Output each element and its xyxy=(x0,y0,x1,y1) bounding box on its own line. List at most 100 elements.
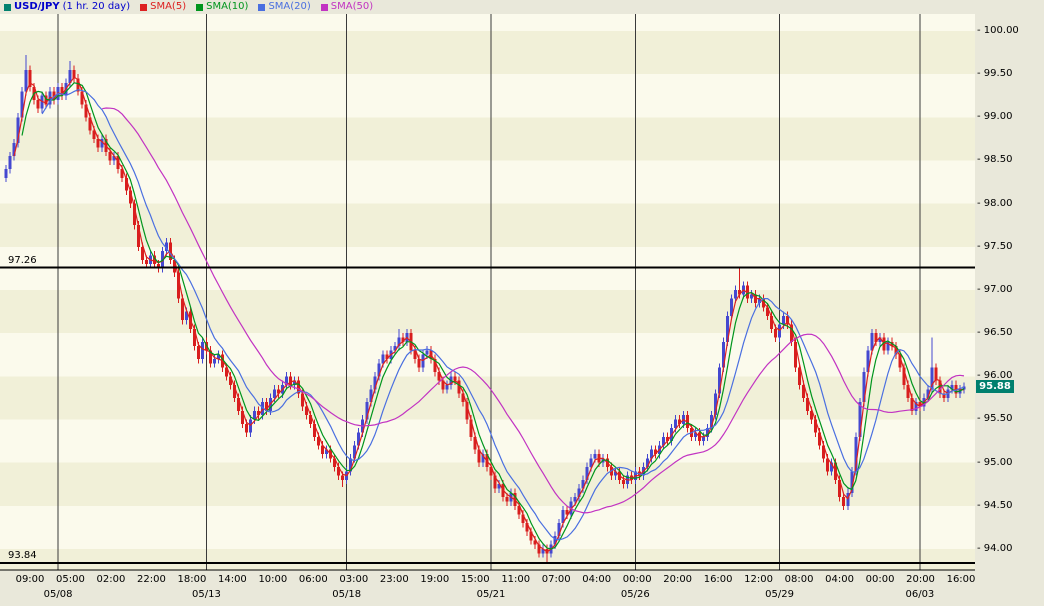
candle-body xyxy=(465,402,469,420)
candle-body xyxy=(192,328,196,347)
candle-body xyxy=(794,341,798,368)
candle-body xyxy=(228,376,232,385)
x-axis-time-label: 03:00 xyxy=(339,574,369,585)
x-axis-time-label: 16:00 xyxy=(946,574,976,585)
legend-item-sma50: SMA(50) xyxy=(320,0,373,14)
candle-body xyxy=(866,350,870,373)
candle-body xyxy=(349,458,353,472)
y-axis-label: 100.00 xyxy=(977,25,1019,36)
y-axis-label: 97.50 xyxy=(977,241,1013,252)
candle-body xyxy=(677,419,681,424)
candle-body xyxy=(417,359,421,368)
x-axis-time-label: 15:00 xyxy=(460,574,490,585)
candle-body xyxy=(80,91,84,105)
candle-body xyxy=(325,449,329,455)
candle-body xyxy=(245,423,248,433)
candle-body xyxy=(425,350,429,355)
candle-body xyxy=(257,410,261,416)
candle-body xyxy=(738,289,742,295)
candle-body xyxy=(878,337,882,342)
x-axis-time-label: 11:00 xyxy=(501,574,531,585)
candle-body xyxy=(60,87,64,96)
candle-body xyxy=(541,548,545,554)
candle-body xyxy=(333,458,337,467)
x-axis-time-label: 18:00 xyxy=(177,574,207,585)
candle-body xyxy=(665,436,669,442)
candle-body xyxy=(40,95,44,109)
candle-body xyxy=(357,432,361,446)
candle-body xyxy=(910,397,914,411)
y-axis-label: 95.50 xyxy=(977,413,1013,424)
candle-body xyxy=(517,505,521,515)
candle-body xyxy=(132,203,136,226)
x-axis-time-label: 05:00 xyxy=(56,574,85,585)
candle-body xyxy=(701,436,705,442)
candle-body xyxy=(28,69,32,88)
candle-body xyxy=(906,384,910,398)
sma-line xyxy=(13,76,965,553)
candle-body xyxy=(72,69,76,79)
candle-body xyxy=(842,497,846,506)
candle-body xyxy=(870,333,874,351)
legend-item-symbol: USD/JPY (1 hr. 20 day) xyxy=(4,0,130,14)
candle-body xyxy=(212,359,216,364)
x-axis-time-label: 02:00 xyxy=(96,574,126,585)
y-axis-label: 99.00 xyxy=(977,111,1013,122)
candle-body xyxy=(505,497,509,502)
x-axis-time-label: 04:00 xyxy=(825,574,854,585)
candle-body xyxy=(381,354,385,364)
candle-body xyxy=(277,389,281,394)
stripe xyxy=(0,160,975,204)
x-axis-date-label: 05/08 xyxy=(43,589,73,600)
legend-item-sma20: SMA(20) xyxy=(258,0,311,14)
candle-body xyxy=(894,346,898,355)
candle-body xyxy=(437,372,441,381)
candle-body xyxy=(373,376,377,390)
stripe xyxy=(0,74,975,118)
candle-body xyxy=(938,380,942,394)
candle-body xyxy=(649,449,653,459)
candle-body xyxy=(305,406,309,416)
candle-body xyxy=(236,397,240,411)
candle-body xyxy=(445,384,449,390)
candle-body xyxy=(926,389,930,398)
interval-label: (1 hr. 20 day) xyxy=(62,1,131,12)
candle-body xyxy=(874,333,878,342)
candle-body xyxy=(377,363,381,377)
candle-body xyxy=(481,454,485,463)
candle-body xyxy=(240,410,244,424)
candle-body xyxy=(621,479,625,485)
candle-body xyxy=(285,376,289,385)
legend-item-sma5: SMA(5) xyxy=(140,0,186,14)
candle-body xyxy=(818,432,822,446)
candle-body xyxy=(112,156,116,161)
candle-body xyxy=(802,384,806,398)
candle-body xyxy=(826,458,830,472)
x-axis: 09:00 05:00 02:00 22:00 18:00 14:00 10:00 06:00… xyxy=(0,570,1044,606)
x-axis-time-label: 08:00 xyxy=(784,574,814,585)
candle-body xyxy=(882,337,886,351)
candle-body xyxy=(289,376,293,385)
candle-body xyxy=(232,384,236,398)
chart-legend: USD/JPY (1 hr. 20 day) SMA(5) SMA(10) SM… xyxy=(0,0,979,14)
x-axis-date-label: 05/29 xyxy=(765,589,795,600)
candle-body xyxy=(553,536,557,545)
candle-body xyxy=(469,419,473,437)
candle-body xyxy=(321,445,325,455)
x-axis-date-label: 05/21 xyxy=(476,589,506,600)
level-label: 97.26 xyxy=(8,254,37,266)
y-axis-label: 94.50 xyxy=(977,500,1013,511)
candle-body xyxy=(12,143,16,157)
candle-body xyxy=(810,410,814,420)
candle-body xyxy=(782,315,786,325)
candle-body xyxy=(164,242,168,252)
level-lines xyxy=(0,266,975,564)
candle-body xyxy=(8,156,12,170)
stripe xyxy=(0,117,975,161)
candle-body xyxy=(369,389,373,403)
candle-body xyxy=(265,402,269,411)
candle-body xyxy=(128,190,132,204)
candle-body xyxy=(521,514,525,524)
candle-body xyxy=(950,384,954,390)
